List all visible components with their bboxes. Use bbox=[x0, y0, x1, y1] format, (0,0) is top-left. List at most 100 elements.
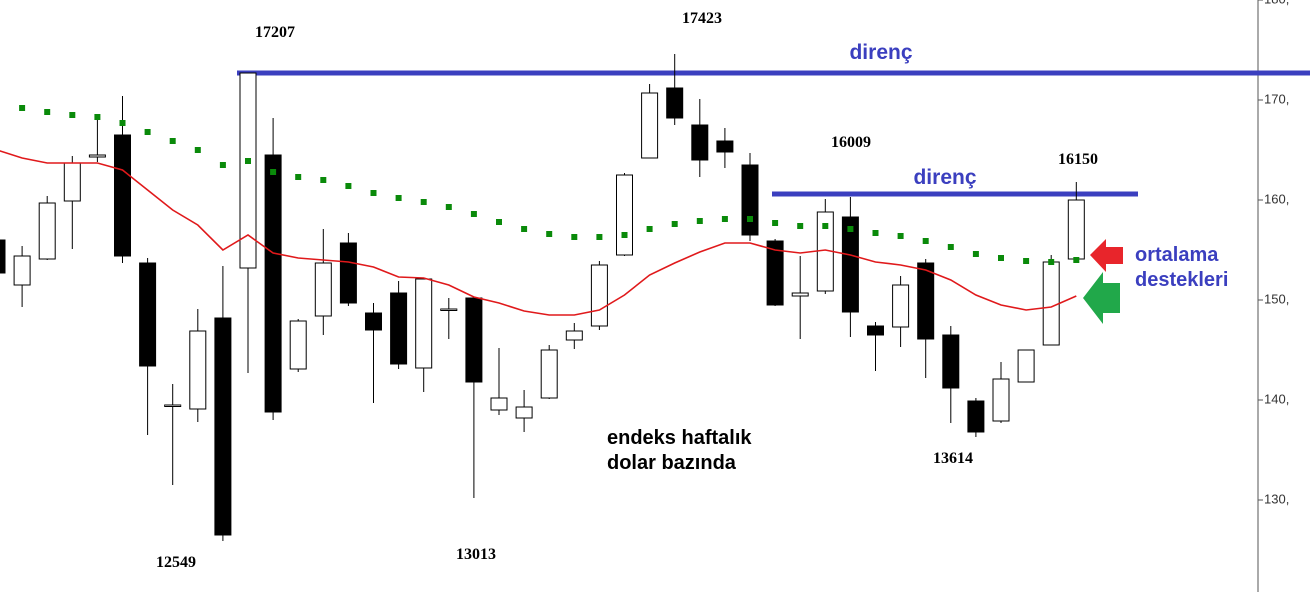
candle-body bbox=[365, 312, 382, 331]
price-label: 13013 bbox=[456, 546, 496, 563]
candle-body bbox=[565, 330, 583, 341]
ma-dot bbox=[1048, 259, 1055, 265]
ma-dot bbox=[571, 234, 578, 240]
ma-dot bbox=[897, 233, 904, 239]
candle-body bbox=[415, 278, 433, 369]
price-label: 17207 bbox=[255, 24, 295, 41]
ma-dot bbox=[194, 147, 201, 153]
ma-dot bbox=[44, 109, 51, 115]
ma-dot bbox=[1023, 258, 1030, 264]
ma-dot bbox=[94, 114, 101, 120]
ma-dot bbox=[19, 105, 26, 111]
candle-body bbox=[289, 320, 307, 370]
ma-dot bbox=[721, 216, 728, 222]
y-tick-label: 140, bbox=[1264, 391, 1289, 406]
price-label: 12549 bbox=[156, 554, 196, 571]
candle-body bbox=[114, 134, 131, 257]
ma-dot bbox=[596, 234, 603, 240]
ma-dot bbox=[320, 177, 327, 183]
ma-dot bbox=[671, 221, 678, 227]
candle-body bbox=[164, 404, 182, 407]
caption-line: dolar bazında bbox=[607, 452, 737, 474]
ma-dot bbox=[872, 230, 879, 236]
ma-dot bbox=[797, 223, 804, 229]
candle-body bbox=[641, 92, 659, 159]
candle-body bbox=[390, 292, 408, 365]
candle-body bbox=[741, 164, 759, 236]
ma-dot bbox=[245, 158, 251, 164]
candle-body bbox=[314, 262, 332, 317]
ma-dot bbox=[772, 220, 779, 226]
price-label: 16009 bbox=[831, 134, 871, 151]
ma-dot bbox=[420, 199, 427, 205]
candle-body bbox=[515, 406, 533, 419]
candle-body bbox=[716, 140, 734, 153]
price-label: 17423 bbox=[682, 10, 722, 27]
support-note: destekleri bbox=[1135, 269, 1228, 291]
candle-body bbox=[841, 216, 859, 313]
price-label: 16150 bbox=[1058, 151, 1098, 168]
ma-dot bbox=[998, 255, 1004, 261]
ma-dot bbox=[345, 183, 352, 189]
support-note: ortalama bbox=[1135, 244, 1219, 266]
ma-dot bbox=[847, 226, 854, 232]
candle-body bbox=[13, 255, 31, 286]
candle-body bbox=[791, 292, 809, 297]
candle-body bbox=[666, 87, 684, 119]
candle-body bbox=[465, 297, 483, 383]
ma-dot bbox=[445, 204, 452, 210]
ma-dot bbox=[922, 238, 929, 244]
ma-line bbox=[0, 150, 1077, 316]
candle-body bbox=[189, 330, 207, 410]
ma-dot bbox=[696, 218, 703, 224]
candle-body bbox=[63, 162, 81, 202]
resistance-label: direnç bbox=[913, 166, 976, 189]
candle-body bbox=[942, 334, 960, 389]
ma-dot bbox=[470, 211, 477, 217]
candle-body bbox=[264, 154, 282, 413]
candle-body bbox=[139, 262, 157, 367]
caption-line: endeks haftalık bbox=[607, 427, 752, 449]
ma-dot bbox=[119, 120, 126, 126]
ma-dot bbox=[69, 112, 76, 118]
price-label: 13614 bbox=[933, 450, 973, 467]
y-tick-label: 150, bbox=[1264, 291, 1289, 306]
ma-dot bbox=[496, 219, 502, 225]
ma-dot bbox=[646, 226, 653, 232]
y-tick-label: 130, bbox=[1264, 491, 1289, 506]
candle-body bbox=[38, 202, 56, 260]
candle-body bbox=[867, 325, 884, 336]
ma-dot bbox=[219, 162, 226, 168]
candle-body bbox=[1067, 199, 1085, 260]
candle-body bbox=[892, 284, 910, 328]
ma-dot bbox=[295, 174, 302, 180]
candle-body bbox=[766, 240, 784, 306]
ma-dot bbox=[1073, 257, 1080, 263]
ma-dot bbox=[169, 138, 176, 144]
candle-body bbox=[339, 242, 357, 304]
candle-body bbox=[616, 174, 633, 256]
candle-body bbox=[1042, 261, 1060, 346]
candle-body bbox=[590, 264, 608, 327]
red-arrow bbox=[1090, 239, 1123, 272]
ma-dot bbox=[546, 231, 553, 237]
candle-body bbox=[0, 239, 6, 274]
y-tick-label: 180, bbox=[1264, 0, 1289, 6]
candle-body bbox=[1017, 349, 1035, 383]
ma-dot bbox=[144, 129, 151, 135]
y-tick-label: 170, bbox=[1264, 91, 1289, 106]
y-tick-label: 160, bbox=[1264, 191, 1289, 206]
candle-body bbox=[440, 308, 458, 311]
candle-body bbox=[691, 124, 709, 161]
ma-dot bbox=[621, 232, 628, 238]
candle-body bbox=[490, 397, 508, 411]
candle-body bbox=[992, 378, 1010, 422]
green-arrow bbox=[1083, 272, 1120, 324]
ma-dot bbox=[270, 169, 277, 175]
ma-dot bbox=[972, 251, 979, 257]
resistance-label: direnç bbox=[849, 41, 912, 64]
candle-body bbox=[88, 154, 106, 158]
ma-dot bbox=[947, 244, 954, 250]
candle-body bbox=[540, 349, 558, 399]
